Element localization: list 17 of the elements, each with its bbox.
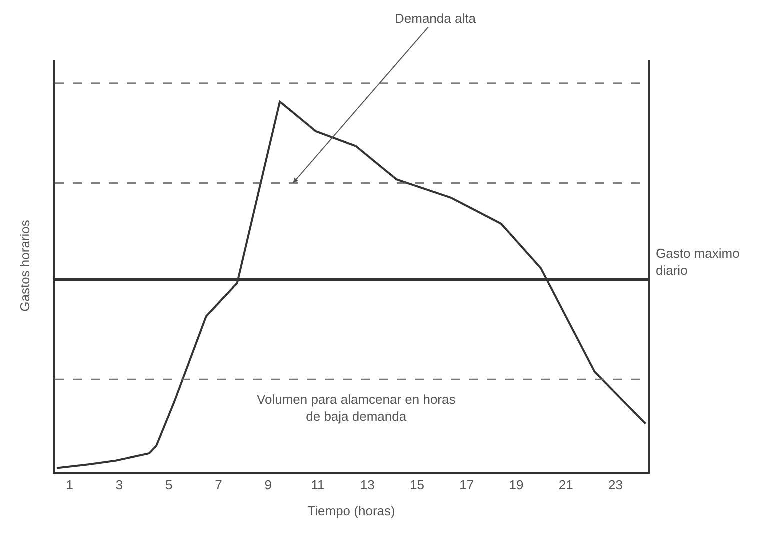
x-tick-label: 9	[264, 478, 272, 493]
annotation: Demanda alta	[395, 11, 477, 26]
x-tick-label: 21	[558, 478, 574, 493]
x-tick-label: 3	[116, 478, 124, 493]
x-tick-label: 5	[166, 478, 173, 493]
x-tick-label: 11	[311, 478, 325, 493]
ref-line-label: Gasto maximo diario	[656, 246, 740, 278]
x-tick-label: 19	[509, 478, 524, 493]
x-tick-label: 1	[66, 478, 74, 493]
x-tick-label: 7	[215, 478, 222, 493]
x-tick-label: 17	[460, 478, 474, 493]
x-tick-label: 23	[608, 478, 623, 493]
x-axis-title: Tiempo (horas)	[308, 504, 396, 519]
x-tick-label: 13	[360, 478, 375, 493]
y-axis-title: Gastos horarios	[17, 220, 32, 312]
x-tick-label: 15	[410, 478, 424, 493]
annotation: Volumen para alamcenar en horas de baja demanda	[257, 392, 456, 424]
